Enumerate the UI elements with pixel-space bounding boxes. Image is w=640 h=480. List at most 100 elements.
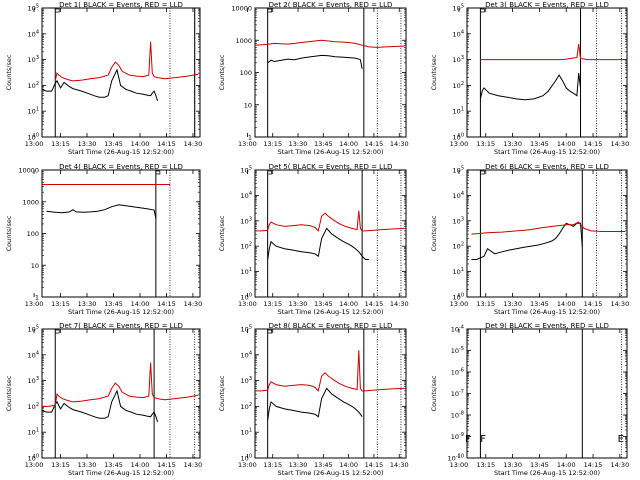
y-tick-label: 103 [453, 216, 464, 225]
lld-series [471, 221, 626, 235]
y-tick-label: 101 [241, 267, 252, 276]
x-tick-label: 13:00 [238, 300, 257, 308]
y-tick-label: 104 [453, 191, 464, 200]
x-tick-label: 14:30 [610, 461, 629, 469]
x-tick-label: 13:00 [238, 140, 257, 148]
y-tick-label: 105 [241, 166, 252, 175]
events-series [46, 204, 157, 219]
x-tick-label: 13:45 [530, 461, 549, 469]
lld-series [255, 210, 405, 232]
y-tick-label: 100 [27, 230, 39, 238]
x-tick-label: 13:45 [104, 300, 123, 308]
x-axis-label: Start Time (26-Aug-15 12:52:00) [494, 469, 600, 477]
y-tick-label: 103 [28, 376, 39, 385]
x-tick-label: 14:00 [339, 461, 358, 469]
y-tick-label: 100 [240, 69, 252, 77]
x-tick-label: 13:30 [503, 461, 522, 469]
x-tick-label: 14:30 [184, 140, 203, 148]
events-series [471, 222, 583, 260]
y-tick-label: 104 [241, 350, 252, 359]
x-tick-label: 14:00 [557, 461, 576, 469]
detector-panel-6: Det 6( BLACK = Events, RED = LLD 13:00 13:… [430, 163, 629, 316]
detector-panel-5: Det 5( BLACK = Events, RED = LLD 13:00 13:… [218, 163, 409, 316]
plot-frame [254, 7, 407, 138]
x-tick-label: 13:45 [104, 140, 123, 148]
start-flag-mark [55, 329, 60, 334]
y-axis-label: Counts/sec [5, 54, 13, 90]
x-tick-label: 14:30 [390, 461, 409, 469]
panel-title: Det 4( BLACK = Events, RED = LLD [59, 163, 183, 171]
y-tick-label: 105 [241, 325, 252, 334]
plot-frame [466, 7, 628, 138]
start-flag-mark [155, 170, 161, 175]
panel-title: Det 1( BLACK = Events, RED = LLD [59, 1, 183, 9]
x-tick-label: 14:00 [557, 300, 576, 308]
events-series [267, 387, 363, 420]
y-tick-label: 105 [28, 325, 39, 334]
plot-frame [254, 169, 407, 298]
y-tick-label: 10-7 [451, 389, 464, 398]
panel-title: Det 2( BLACK = Events, RED = LLD [269, 1, 393, 9]
lld-series [480, 44, 626, 61]
x-tick-label: 14:15 [157, 300, 176, 308]
x-tick-label: 13:00 [450, 300, 469, 308]
x-tick-label: 14:00 [339, 300, 358, 308]
x-tick-label: 13:30 [289, 140, 308, 148]
y-tick-label: 100 [28, 133, 39, 142]
y-tick-label: 100 [241, 293, 252, 302]
y-tick-label: 101 [28, 107, 39, 116]
y-tick-label: 103 [241, 376, 252, 385]
x-tick-label: 13:45 [530, 300, 549, 308]
x-tick-label: 14:30 [390, 300, 409, 308]
lld-series [54, 41, 199, 82]
x-tick-label: 14:00 [131, 140, 150, 148]
y-tick-label: 10-6 [451, 368, 464, 377]
x-tick-label: 14:15 [365, 461, 384, 469]
detector-panel-1: Det 1( BLACK = Events, RED = LLD 13:00 13:… [5, 1, 202, 156]
y-tick-label: 10 [31, 262, 39, 270]
x-tick-label: 14:00 [131, 461, 150, 469]
x-tick-label: 13:00 [25, 461, 44, 469]
x-tick-label: 14:00 [557, 140, 576, 148]
y-tick-label: 102 [241, 402, 252, 411]
x-tick-label: 14:30 [184, 300, 203, 308]
x-tick-label: 13:45 [314, 461, 333, 469]
y-tick-label: 102 [453, 242, 464, 251]
y-tick-label: 1000 [22, 198, 39, 206]
x-tick-label: 14:00 [339, 140, 358, 148]
x-tick-label: 14:15 [584, 300, 603, 308]
x-axis-label: Start Time (26-Aug-15 12:52:00) [68, 308, 174, 316]
detector-panel-7: Det 7( BLACK = Events, RED = LLD 13:00 13:… [5, 322, 202, 477]
x-tick-label: 13:30 [289, 300, 308, 308]
lld-series [254, 39, 405, 48]
x-tick-label: 13:00 [450, 461, 469, 469]
y-tick-label: 100 [28, 454, 39, 463]
events-series [41, 68, 159, 102]
flag-marker: E [618, 434, 624, 445]
x-tick-label: 14:15 [584, 461, 603, 469]
y-tick-label: 101 [453, 107, 464, 116]
plot-frame [41, 169, 201, 298]
x-axis-label: Start Time (26-Aug-15 12:52:00) [68, 469, 174, 477]
x-tick-label: 13:45 [314, 140, 333, 148]
y-tick-label: 10 [244, 101, 252, 109]
y-tick-label: 102 [241, 242, 252, 251]
x-tick-label: 14:15 [365, 300, 384, 308]
events-series [267, 54, 363, 69]
y-tick-label: 100 [241, 454, 252, 463]
events-series [41, 389, 159, 423]
x-tick-label: 14:30 [610, 140, 629, 148]
panel-title: Det 9( BLACK = Events, RED = LLD [485, 322, 609, 330]
y-tick-label: 10-5 [451, 346, 464, 355]
y-tick-label: 103 [241, 216, 252, 225]
x-tick-label: 14:30 [390, 140, 409, 148]
start-flag-mark [480, 170, 485, 175]
y-tick-label: 100 [453, 133, 464, 142]
y-axis-label: Counts/sec [5, 215, 13, 251]
x-axis-label: Start Time (26-Aug-15 12:52:00) [494, 148, 600, 156]
x-tick-label: 13:00 [238, 461, 257, 469]
x-axis-label: Start Time (26-Aug-15 12:52:00) [68, 148, 174, 156]
x-axis-label: Start Time (26-Aug-15 12:52:00) [277, 148, 383, 156]
plot-frame [41, 7, 201, 138]
y-tick-label: 1 [248, 134, 252, 142]
